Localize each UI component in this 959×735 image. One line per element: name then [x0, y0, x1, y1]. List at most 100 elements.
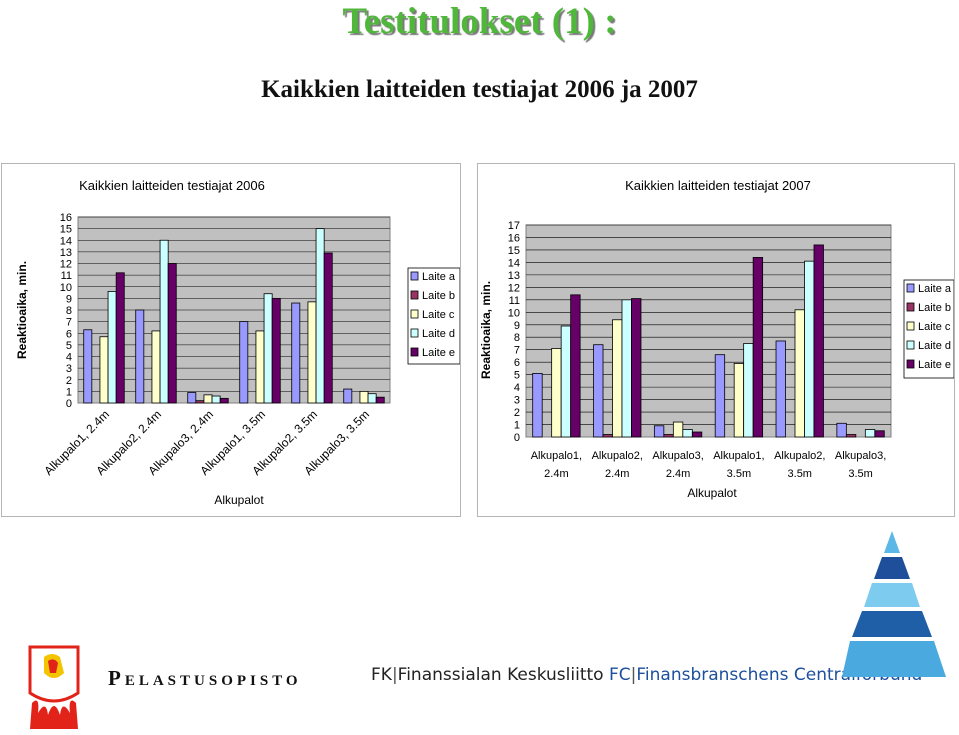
bar: [663, 434, 674, 438]
y-tick-label: 10: [508, 307, 520, 319]
x-axis-label: Alkupalot: [214, 493, 264, 507]
legend-swatch: [906, 340, 915, 350]
legend-label: Laite a: [918, 283, 952, 295]
bar: [255, 330, 265, 404]
legend-swatch: [410, 347, 419, 357]
bar: [836, 422, 847, 438]
y-axis-label: Reaktioaika, min.: [15, 261, 29, 359]
bar: [593, 344, 604, 438]
bar: [691, 431, 703, 438]
pelastusopisto-shield-icon: [28, 645, 80, 729]
y-tick-label: 8: [514, 332, 520, 344]
bar: [187, 392, 197, 404]
bar: [167, 263, 177, 404]
bar: [653, 425, 665, 438]
bar: [211, 395, 221, 404]
y-tick-label: 14: [60, 235, 72, 247]
page-subtitle: Kaikkien laitteiden testiajat 2006 ja 20…: [261, 76, 698, 103]
bar: [375, 396, 385, 404]
pelastusopisto-logo-text: Pelastusopisto: [108, 666, 302, 690]
y-tick-label: 13: [60, 247, 72, 259]
y-tick-label: 5: [66, 340, 72, 352]
y-tick-label: 16: [60, 212, 72, 224]
y-tick-label: 14: [508, 257, 520, 269]
bar: [159, 239, 169, 404]
legend-label: Laite b: [918, 302, 951, 314]
bar: [864, 429, 876, 438]
y-tick-label: 10: [60, 282, 72, 294]
x-axis-label: Alkupalot: [687, 486, 737, 500]
y-tick-label: 2: [514, 407, 520, 419]
y-tick-label: 15: [60, 224, 72, 236]
bar: [107, 291, 117, 404]
bar: [813, 244, 824, 438]
y-tick-label: 7: [514, 345, 520, 357]
y-tick-label: 12: [60, 259, 72, 271]
legend-label: Laite c: [918, 321, 951, 333]
bar: [315, 228, 325, 404]
y-tick-label: 11: [509, 295, 520, 307]
y-tick-label: 3: [514, 395, 520, 407]
chart-title: Kaikkien laitteiden testiajat 2007: [625, 178, 811, 193]
legend-label: Laite d: [918, 340, 951, 352]
legend-label: Laite b: [422, 290, 455, 302]
bar: [560, 325, 572, 438]
bar: [570, 294, 581, 438]
bar: [602, 434, 613, 438]
fk-name: Finanssialan Keskusliitto: [397, 665, 604, 685]
bar: [239, 321, 249, 404]
x-tick-label: Alkupalo2,: [592, 450, 643, 462]
bar: [752, 257, 764, 438]
bar: [203, 394, 213, 404]
bar: [219, 397, 229, 404]
x-tick-label: Alkupalo3,: [835, 450, 886, 462]
bar: [733, 363, 745, 438]
y-tick-label: 6: [514, 357, 520, 369]
bar: [631, 298, 642, 438]
y-tick-label: 0: [66, 398, 72, 410]
chart-2007: Kaikkien laitteiden testiajat 2007 0 1 2 3 4 5…: [477, 163, 955, 517]
chart-title: Kaikkien laitteiden testiajat 2006: [79, 178, 265, 193]
legend-swatch: [906, 283, 915, 293]
x-tick-label: 2.4m: [605, 468, 629, 480]
bar: [367, 393, 377, 404]
legend-swatch: [410, 290, 419, 300]
bar: [682, 429, 693, 438]
bar: [714, 354, 726, 438]
y-tick-label: 2: [66, 375, 72, 387]
y-tick-label: 3: [66, 363, 72, 375]
bar: [135, 309, 145, 404]
x-tick-label: Alkupalo1,: [531, 450, 582, 462]
y-tick-label: 12: [508, 282, 520, 294]
legend-swatch: [410, 309, 419, 319]
y-tick-label: 16: [508, 232, 520, 244]
bar: [672, 421, 684, 438]
legend-swatch: [906, 302, 915, 312]
bar: [794, 309, 805, 438]
y-tick-label: 9: [514, 320, 520, 332]
bar: [743, 343, 754, 438]
bar: [195, 400, 205, 404]
y-tick-label: 13: [508, 270, 520, 282]
y-tick-label: 11: [61, 270, 72, 282]
bar: [115, 272, 125, 404]
chart-2007-svg: Kaikkien laitteiden testiajat 2007012345…: [479, 178, 954, 500]
x-tick-label: Alkupalo2,: [774, 450, 825, 462]
bar: [621, 299, 632, 438]
legend-label: Laite d: [422, 328, 455, 340]
y-tick-label: 1: [66, 386, 72, 398]
legend-label: Laite e: [918, 359, 951, 371]
y-tick-label: 4: [66, 352, 72, 364]
x-tick-label: Alkupalo1,: [713, 450, 764, 462]
y-tick-label: 1: [514, 420, 520, 432]
x-tick-label: 3.5m: [788, 468, 812, 480]
y-tick-label: 4: [514, 382, 520, 394]
bar: [775, 340, 786, 438]
bar: [99, 336, 109, 404]
y-tick-label: 7: [66, 317, 72, 329]
bar: [291, 302, 301, 404]
bar: [551, 348, 562, 438]
bar: [151, 330, 161, 404]
legend-swatch: [906, 321, 915, 331]
bar: [263, 293, 273, 404]
